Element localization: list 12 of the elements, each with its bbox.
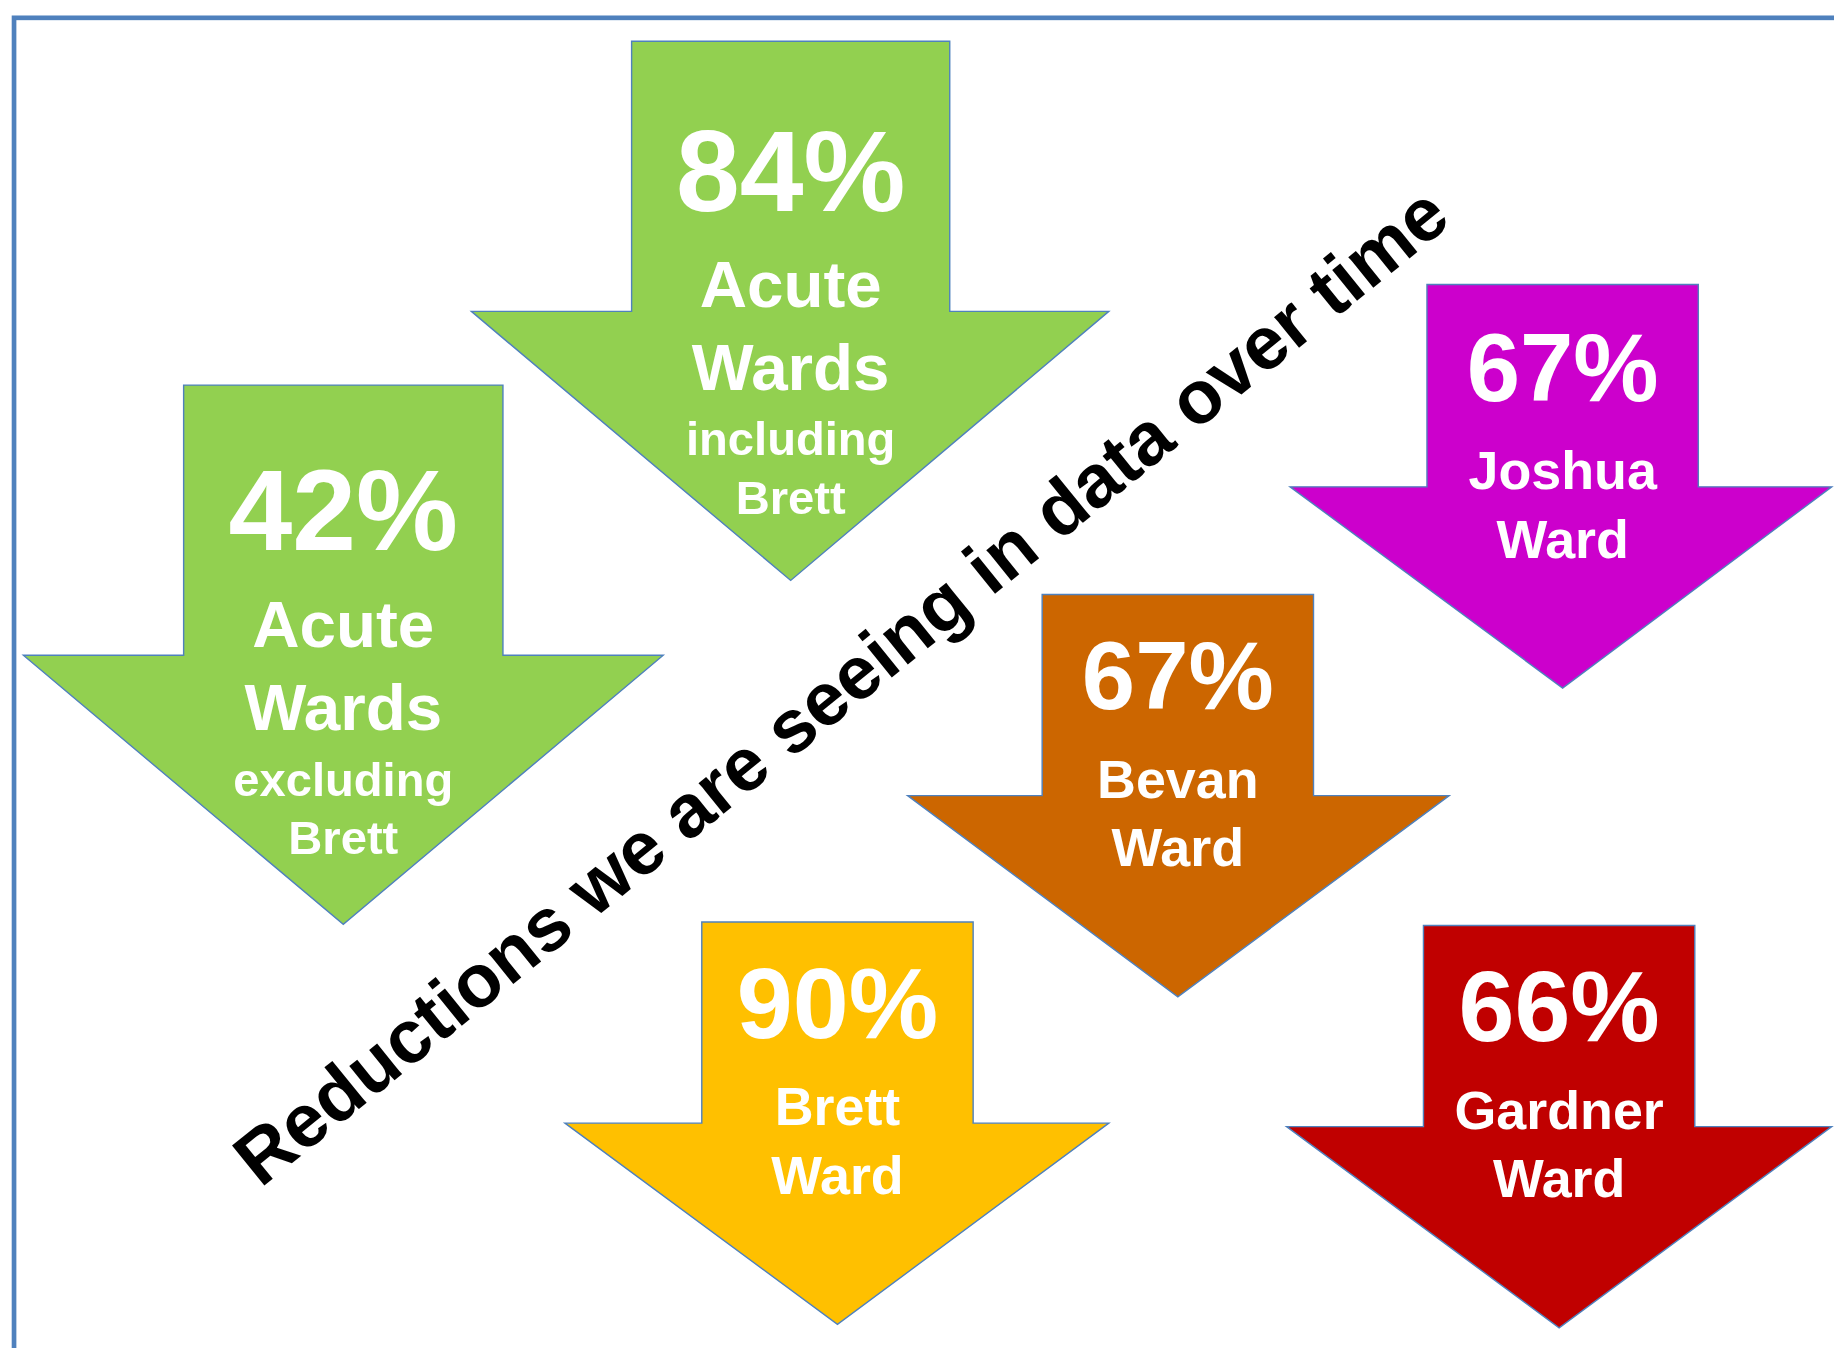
data-label: 67%: [1081, 622, 1274, 730]
category-label: Acute Wards excluding Brett: [233, 588, 454, 865]
category-label: Joshua Ward: [1468, 440, 1658, 569]
category-label: Brett Ward: [771, 1076, 904, 1205]
category-label: Acute Wards including Brett: [685, 247, 896, 524]
category-label: Bevan Ward: [1097, 748, 1259, 878]
category-label: Gardner Ward: [1454, 1079, 1664, 1209]
data-label: 67%: [1466, 314, 1659, 422]
data-label: 84%: [675, 106, 906, 235]
data-label: 42%: [228, 446, 458, 575]
data-label: 90%: [736, 946, 939, 1059]
data-label: 66%: [1458, 950, 1660, 1063]
